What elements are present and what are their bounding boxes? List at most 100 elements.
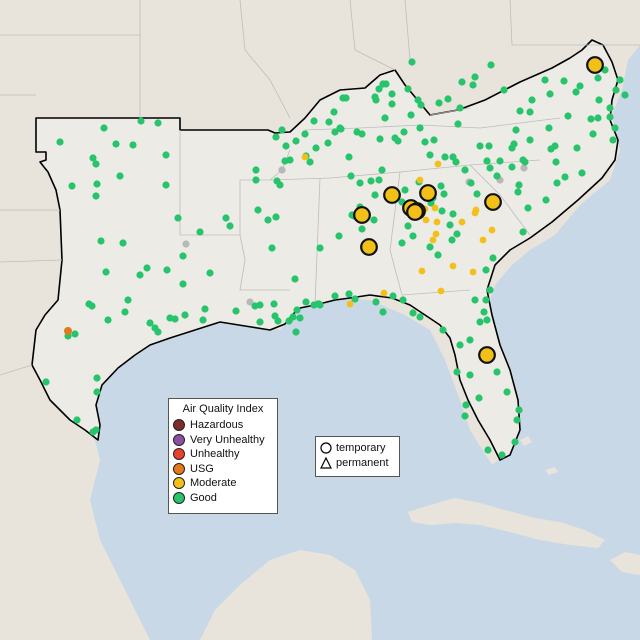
- monitor-marker-good[interactable]: [462, 401, 470, 409]
- monitor-marker-good[interactable]: [448, 236, 456, 244]
- temporary-monitor-marker-moderate[interactable]: [484, 193, 502, 211]
- monitor-marker-moderate[interactable]: [488, 226, 496, 234]
- monitor-marker-good[interactable]: [331, 292, 339, 300]
- monitor-marker-good[interactable]: [452, 158, 460, 166]
- monitor-marker-good[interactable]: [381, 114, 389, 122]
- monitor-marker-good[interactable]: [541, 76, 549, 84]
- monitor-marker-moderate[interactable]: [471, 209, 479, 217]
- monitor-marker-good[interactable]: [301, 130, 309, 138]
- monitor-marker-good[interactable]: [100, 124, 108, 132]
- monitor-marker-good[interactable]: [292, 328, 300, 336]
- monitor-marker-good[interactable]: [92, 160, 100, 168]
- monitor-marker-good[interactable]: [89, 428, 97, 436]
- monitor-marker-good[interactable]: [274, 317, 282, 325]
- monitor-marker-moderate[interactable]: [380, 289, 388, 297]
- monitor-marker-good[interactable]: [136, 271, 144, 279]
- monitor-marker-good[interactable]: [345, 290, 353, 298]
- monitor-marker-good[interactable]: [379, 308, 387, 316]
- monitor-marker-good[interactable]: [621, 91, 629, 99]
- monitor-marker-good[interactable]: [461, 412, 469, 420]
- monitor-marker-moderate[interactable]: [433, 218, 441, 226]
- monitor-marker-good[interactable]: [528, 96, 536, 104]
- monitor-marker-good[interactable]: [93, 180, 101, 188]
- monitor-marker-good[interactable]: [466, 371, 474, 379]
- monitor-marker-good[interactable]: [296, 314, 304, 322]
- monitor-marker-good[interactable]: [310, 117, 318, 125]
- monitor-marker-good[interactable]: [542, 196, 550, 204]
- monitor-marker-moderate[interactable]: [449, 262, 457, 270]
- monitor-marker-good[interactable]: [480, 308, 488, 316]
- monitor-marker-good[interactable]: [97, 237, 105, 245]
- monitor-marker-good[interactable]: [515, 181, 523, 189]
- monitor-marker-moderate[interactable]: [429, 236, 437, 244]
- monitor-marker-good[interactable]: [316, 301, 324, 309]
- monitor-marker-good[interactable]: [439, 326, 447, 334]
- monitor-marker-good[interactable]: [496, 157, 504, 165]
- monitor-marker-no-data[interactable]: [182, 240, 190, 248]
- monitor-marker-good[interactable]: [473, 190, 481, 198]
- monitor-marker-good[interactable]: [437, 182, 445, 190]
- monitor-marker-good[interactable]: [89, 154, 97, 162]
- monitor-marker-good[interactable]: [174, 214, 182, 222]
- monitor-marker-good[interactable]: [92, 192, 100, 200]
- monitor-marker-usg[interactable]: [64, 327, 72, 335]
- monitor-marker-good[interactable]: [458, 78, 466, 86]
- monitor-marker-good[interactable]: [414, 96, 422, 104]
- monitor-marker-good[interactable]: [351, 295, 359, 303]
- monitor-marker-good[interactable]: [56, 138, 64, 146]
- monitor-marker-good[interactable]: [179, 252, 187, 260]
- monitor-marker-good[interactable]: [282, 142, 290, 150]
- monitor-marker-good[interactable]: [68, 182, 76, 190]
- monitor-marker-good[interactable]: [179, 280, 187, 288]
- monitor-marker-good[interactable]: [516, 107, 524, 115]
- monitor-marker-good[interactable]: [551, 142, 559, 150]
- monitor-marker-good[interactable]: [119, 239, 127, 247]
- monitor-marker-good[interactable]: [426, 243, 434, 251]
- monitor-marker-moderate[interactable]: [437, 287, 445, 295]
- monitor-marker-good[interactable]: [116, 172, 124, 180]
- monitor-marker-good[interactable]: [206, 269, 214, 277]
- monitor-marker-good[interactable]: [389, 292, 397, 300]
- temporary-monitor-marker-moderate[interactable]: [478, 346, 496, 364]
- monitor-marker-good[interactable]: [371, 191, 379, 199]
- monitor-marker-good[interactable]: [252, 166, 260, 174]
- monitor-marker-good[interactable]: [485, 142, 493, 150]
- monitor-marker-good[interactable]: [595, 96, 603, 104]
- monitor-marker-good[interactable]: [426, 151, 434, 159]
- monitor-marker-good[interactable]: [407, 111, 415, 119]
- monitor-marker-good[interactable]: [440, 190, 448, 198]
- monitor-marker-good[interactable]: [129, 141, 137, 149]
- monitor-marker-good[interactable]: [336, 124, 344, 132]
- monitor-marker-good[interactable]: [398, 239, 406, 247]
- monitor-marker-good[interactable]: [471, 73, 479, 81]
- monitor-marker-good[interactable]: [375, 85, 383, 93]
- monitor-marker-good[interactable]: [561, 173, 569, 181]
- monitor-marker-good[interactable]: [102, 268, 110, 276]
- monitor-marker-moderate[interactable]: [431, 204, 439, 212]
- monitor-marker-good[interactable]: [146, 319, 154, 327]
- monitor-marker-good[interactable]: [564, 112, 572, 120]
- monitor-marker-good[interactable]: [434, 251, 442, 259]
- monitor-marker-good[interactable]: [292, 137, 300, 145]
- monitor-marker-good[interactable]: [289, 313, 297, 321]
- monitor-marker-moderate[interactable]: [422, 216, 430, 224]
- monitor-marker-good[interactable]: [93, 388, 101, 396]
- monitor-marker-good[interactable]: [330, 108, 338, 116]
- monitor-marker-good[interactable]: [201, 305, 209, 313]
- monitor-marker-good[interactable]: [444, 95, 452, 103]
- monitor-marker-good[interactable]: [312, 144, 320, 152]
- monitor-marker-good[interactable]: [264, 216, 272, 224]
- monitor-marker-good[interactable]: [493, 368, 501, 376]
- monitor-marker-good[interactable]: [88, 302, 96, 310]
- monitor-marker-good[interactable]: [515, 406, 523, 414]
- monitor-marker-good[interactable]: [456, 104, 464, 112]
- monitor-marker-good[interactable]: [376, 135, 384, 143]
- monitor-marker-good[interactable]: [276, 181, 284, 189]
- monitor-marker-good[interactable]: [546, 90, 554, 98]
- monitor-marker-good[interactable]: [486, 164, 494, 172]
- monitor-marker-good[interactable]: [154, 119, 162, 127]
- monitor-marker-good[interactable]: [576, 82, 584, 90]
- monitor-marker-good[interactable]: [232, 307, 240, 315]
- monitor-marker-moderate[interactable]: [479, 236, 487, 244]
- monitor-marker-good[interactable]: [278, 126, 286, 134]
